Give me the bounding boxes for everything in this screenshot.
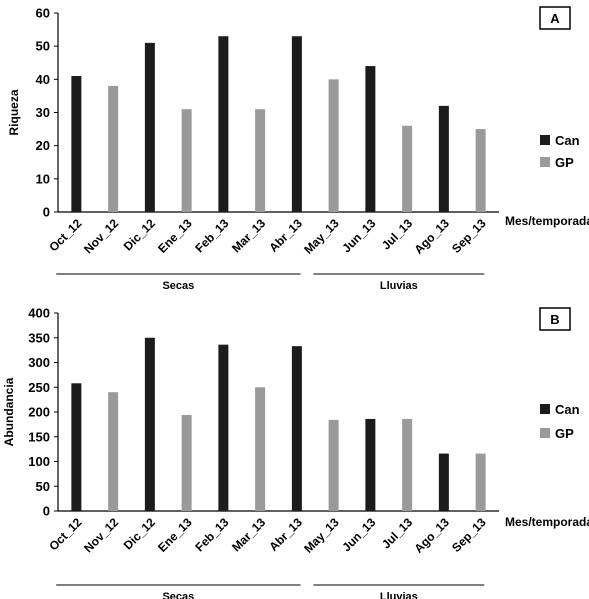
x-tick-label: Abr_13 xyxy=(266,515,305,554)
bar-can-jun_13 xyxy=(365,418,376,511)
y-tick-label: 50 xyxy=(36,39,50,54)
legend-swatch-gp xyxy=(540,157,550,167)
x-tick-label: Dic_12 xyxy=(121,515,158,552)
y-tick-label: 20 xyxy=(36,138,50,153)
x-tick-label: Oct_12 xyxy=(46,216,84,254)
bar-gp-sep_13 xyxy=(475,129,486,212)
x-tick-label: Sep_13 xyxy=(449,515,489,555)
x-tick-label: Nov_12 xyxy=(81,515,121,555)
bar-gp-may_13 xyxy=(328,79,339,212)
bar-gp-mar_13 xyxy=(255,387,266,511)
x-tick-label: Ene_13 xyxy=(155,515,195,555)
y-tick-label: 300 xyxy=(28,355,50,370)
y-tick-label: 50 xyxy=(36,479,50,494)
bar-can-abr_13 xyxy=(291,346,302,511)
bar-can-dic_12 xyxy=(144,337,155,511)
panel-label: B xyxy=(550,312,559,327)
y-tick-label: 250 xyxy=(28,380,50,395)
panel-label: A xyxy=(550,11,560,26)
x-tick-label: Jun_13 xyxy=(339,216,378,255)
bar-gp-may_13 xyxy=(328,419,339,511)
x-tick-label: Sep_13 xyxy=(449,216,489,256)
x-tick-label: Ago_13 xyxy=(411,515,452,556)
legend-label-gp: GP xyxy=(555,426,574,441)
x-tick-label: Jun_13 xyxy=(339,515,378,554)
x-tick-label: Abr_13 xyxy=(266,216,305,255)
bar-can-oct_12 xyxy=(71,383,82,511)
y-axis-title: Abundancia xyxy=(2,377,16,446)
bar-can-ago_13 xyxy=(438,105,449,212)
season-label-secas: Secas xyxy=(162,280,194,292)
y-tick-label: 100 xyxy=(28,454,50,469)
bar-can-feb_13 xyxy=(218,36,229,212)
bar-gp-sep_13 xyxy=(475,453,486,511)
y-tick-label: 10 xyxy=(36,171,50,186)
y-tick-label: 30 xyxy=(36,105,50,120)
legend-swatch-can xyxy=(540,135,550,145)
x-tick-label: Ene_13 xyxy=(155,216,195,256)
bar-gp-jul_13 xyxy=(402,125,413,212)
x-tick-label: Ago_13 xyxy=(411,216,452,257)
y-tick-label: 0 xyxy=(43,504,50,519)
bar-can-dic_12 xyxy=(144,42,155,212)
x-tick-label: Jul_13 xyxy=(379,515,416,552)
bar-gp-ene_13 xyxy=(181,414,192,511)
legend-swatch-can xyxy=(540,404,550,414)
legend-label-can: Can xyxy=(555,402,580,417)
legend-label-gp: GP xyxy=(555,155,574,170)
panel-label-box xyxy=(539,307,571,331)
legend-swatch-gp xyxy=(540,428,550,438)
bar-can-abr_13 xyxy=(291,36,302,212)
x-tick-label: Jul_13 xyxy=(379,216,416,253)
x-tick-label: Oct_12 xyxy=(46,515,84,553)
bar-gp-mar_13 xyxy=(255,109,266,212)
x-tick-label: Dic_12 xyxy=(121,216,158,253)
bar-can-ago_13 xyxy=(438,453,449,511)
x-axis-title: Mes/temporada xyxy=(505,515,589,529)
y-tick-label: 200 xyxy=(28,405,50,420)
season-label-lluvias: Lluvias xyxy=(380,591,418,599)
bar-can-oct_12 xyxy=(71,76,82,213)
x-tick-label: Mar_13 xyxy=(229,216,268,255)
season-label-secas: Secas xyxy=(162,591,194,599)
bar-gp-ene_13 xyxy=(181,109,192,212)
x-tick-label: May_13 xyxy=(301,216,342,257)
x-tick-label: Feb_13 xyxy=(192,216,231,255)
x-tick-label: May_13 xyxy=(301,515,342,556)
legend-label-can: Can xyxy=(555,133,580,148)
bar-gp-jul_13 xyxy=(402,418,413,511)
bar-can-feb_13 xyxy=(218,344,229,511)
bar-can-jun_13 xyxy=(365,66,376,212)
x-axis-title: Mes/temporada xyxy=(505,214,589,228)
y-tick-label: 150 xyxy=(28,429,50,444)
y-tick-label: 350 xyxy=(28,330,50,345)
y-tick-label: 60 xyxy=(36,6,50,21)
season-label-lluvias: Lluvias xyxy=(380,280,418,292)
y-axis-title: Riqueza xyxy=(7,89,21,135)
y-tick-label: 40 xyxy=(36,72,50,87)
bar-gp-nov_12 xyxy=(108,85,119,212)
x-tick-label: Mar_13 xyxy=(229,515,268,554)
y-tick-label: 0 xyxy=(43,205,50,220)
panel-label-box xyxy=(539,6,571,30)
x-tick-label: Feb_13 xyxy=(192,515,231,554)
y-tick-label: 400 xyxy=(28,306,50,321)
bar-gp-nov_12 xyxy=(108,392,119,511)
x-tick-label: Nov_12 xyxy=(81,216,121,256)
